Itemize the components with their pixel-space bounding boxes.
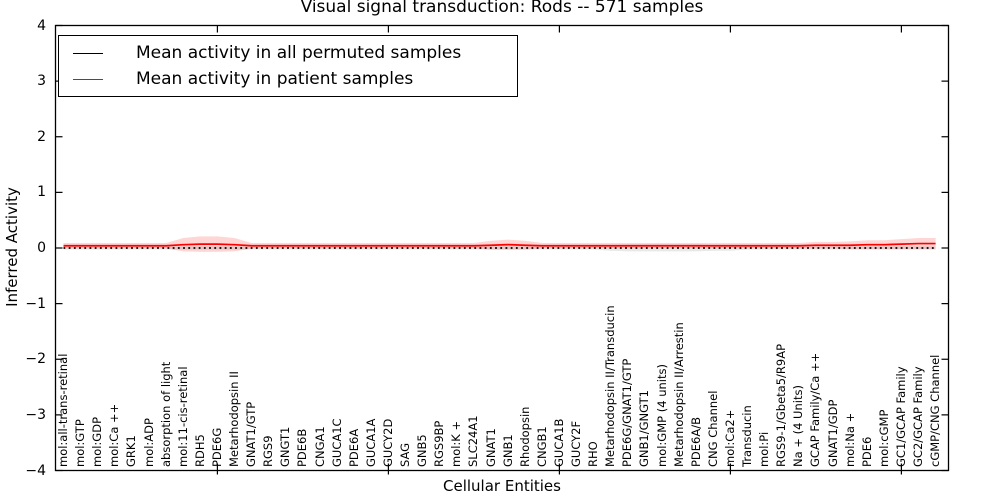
legend-item-patient: Mean activity in patient samples [59, 66, 517, 92]
x-tick-label: mol:ADP [141, 418, 156, 467]
x-tick-label: Metarhodopsin II [227, 371, 241, 467]
x-tick-label: mol:Na + [842, 412, 857, 467]
y-tick-label: 1 [37, 184, 46, 201]
x-tick-label: GNB1 [500, 434, 515, 467]
y-tick-label: −2 [25, 351, 46, 368]
series-line-patient [63, 242, 936, 247]
x-tick-label: GC2/GCAP Family [911, 366, 925, 467]
legend: Mean activity in all permuted samples Me… [58, 35, 518, 97]
x-tick-label: GNB5 [415, 434, 430, 467]
legend-label-patient: Mean activity in patient samples [136, 69, 414, 89]
y-tick-label: 0 [37, 240, 46, 256]
x-tick-label: RGS9BP [432, 420, 447, 467]
y-tick-label: −3 [25, 406, 46, 423]
x-tick-label: RDH5 [192, 434, 207, 467]
x-tick-label: RGS9 [261, 435, 276, 467]
x-tick-label: SLC24A1 [466, 415, 481, 467]
x-tick-label: mol:GDP [90, 416, 105, 467]
patient-line-sample-icon [73, 78, 103, 80]
x-tick-label: mol:Ca2+ [722, 409, 737, 467]
x-tick-label: RHO [586, 441, 601, 467]
x-tick-label: CNGB1 [534, 426, 549, 467]
x-tick-label: Na + (4 Units) [791, 385, 806, 467]
y-tick-label: 3 [37, 73, 46, 90]
x-tick-label: GNAT1 [483, 428, 498, 467]
x-tick-label: GC1/GCAP Family [893, 366, 908, 467]
x-tick-label: PDE6A/B [688, 416, 703, 467]
x-tick-label: absorption of light [158, 361, 173, 467]
x-tick-label: PDE6A [346, 428, 361, 467]
permuted-line-sample-icon [73, 52, 103, 54]
x-tick-label: CNG Channel [705, 390, 720, 467]
x-tick-label: mol:cGMP [876, 409, 891, 467]
x-tick-label: Rhodopsin [517, 406, 532, 467]
x-tick-label: PDE6G/GNAT1/GTP [620, 358, 635, 467]
x-tick-label: RGS9-1/Gbeta5/R9AP [774, 343, 789, 467]
x-tick-label: GNGT1 [278, 426, 293, 467]
y-tick-label: −1 [25, 295, 46, 312]
x-tick-label: Transducin [740, 405, 754, 467]
x-tick-label: PDE6 [859, 436, 874, 467]
x-tick-label: GNB1/GNGT1 [637, 390, 652, 467]
x-tick-label: Metarhodopsin II/Transducin [603, 305, 618, 467]
x-tick-label: mol:Pi [757, 431, 772, 467]
x-tick-label: GUCY2F [569, 420, 583, 467]
x-tick-label: SAG [398, 442, 412, 467]
y-tick-label: 2 [37, 128, 46, 145]
x-tick-label: Metarhodopsin II/Arrestin [671, 322, 686, 467]
x-tick-label: cGMP/CNG Channel [928, 354, 943, 467]
x-tick-label: GRK1 [124, 435, 139, 467]
x-tick-label: PDE6G [209, 427, 224, 467]
x-tick-label: GUCY2D [380, 418, 395, 467]
x-tick-label: GUCA1A [363, 418, 378, 467]
x-tick-label: mol:GTP [73, 419, 88, 467]
x-tick-label: GNAT1/GTP [244, 401, 259, 467]
legend-label-permuted: Mean activity in all permuted samples [136, 43, 462, 63]
y-tick-label: −4 [25, 462, 46, 479]
x-tick-label: mol:all-trans-retinal [56, 353, 70, 467]
x-tick-label: mol:K + [449, 420, 464, 467]
x-tick-label: mol:Ca ++ [107, 403, 122, 467]
x-axis-label: Cellular Entities [443, 477, 561, 495]
x-tick-label: mol:11-cis-retinal [175, 366, 190, 467]
x-tick-label: GNAT1/GDP [825, 399, 840, 467]
x-tick-label: PDE6B [295, 428, 310, 467]
legend-item-permuted: Mean activity in all permuted samples [59, 40, 517, 66]
x-tick-label: GCAP Family/Ca ++ [808, 352, 823, 467]
x-tick-label: mol:GMP (4 units) [654, 364, 669, 467]
x-tick-label: GUCA1B [551, 418, 566, 467]
x-tick-label: CNGA1 [312, 426, 327, 467]
y-tick-label: 4 [37, 17, 46, 34]
chart-title: Visual signal transduction: Rods -- 571 … [300, 0, 704, 17]
x-tick-label: GUCA1C [329, 418, 344, 467]
